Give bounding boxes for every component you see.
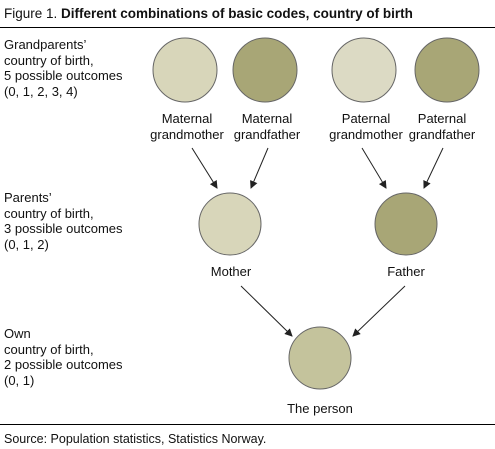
paternal-grandfather-node — [414, 37, 480, 103]
father-node — [374, 192, 438, 256]
own-level-label: Own country of birth, 2 possible outcome… — [4, 326, 123, 388]
parents-level-label: Parents’ country of birth, 3 possible ou… — [4, 190, 123, 252]
figure-title-text: Different combinations of basic codes, c… — [61, 6, 413, 21]
person-node — [288, 326, 352, 390]
arrow-mother-to-person — [240, 285, 293, 337]
father-label: Father — [387, 264, 425, 279]
maternal-grandfather-node — [232, 37, 298, 103]
arrow-maternal-grandmother-to-mother — [191, 147, 218, 189]
arrow-maternal-grandfather-to-mother — [250, 147, 269, 189]
figure-frame: Figure 1. Different combinations of basi… — [0, 6, 495, 425]
arrow-father-to-person — [352, 285, 406, 337]
maternal-grandmother-label: Maternal grandmother — [150, 111, 224, 142]
arrow-paternal-grandfather-to-father — [423, 147, 444, 189]
family-tree-diagram — [152, 37, 480, 390]
paternal-grandfather-label: Paternal grandfather — [408, 111, 476, 142]
mother-label: Mother — [210, 264, 252, 279]
maternal-grandfather-label: Maternal grandfather — [233, 111, 301, 142]
arrow-paternal-grandmother-to-father — [361, 147, 387, 189]
bottom-divider — [0, 424, 495, 425]
figure-title: Figure 1. Different combinations of basi… — [4, 6, 413, 21]
source-note: Source: Population statistics, Statistic… — [4, 432, 267, 446]
figure-prefix: Figure 1. — [4, 6, 58, 21]
mother-node — [198, 192, 262, 256]
person-label: The person — [287, 401, 353, 416]
grandparents-level-label: Grandparents’ country of birth, 5 possib… — [4, 37, 123, 99]
paternal-grandmother-label: Paternal grandmother — [329, 111, 403, 142]
title-divider — [0, 27, 495, 28]
paternal-grandmother-node — [331, 37, 397, 103]
maternal-grandmother-node — [152, 37, 218, 103]
